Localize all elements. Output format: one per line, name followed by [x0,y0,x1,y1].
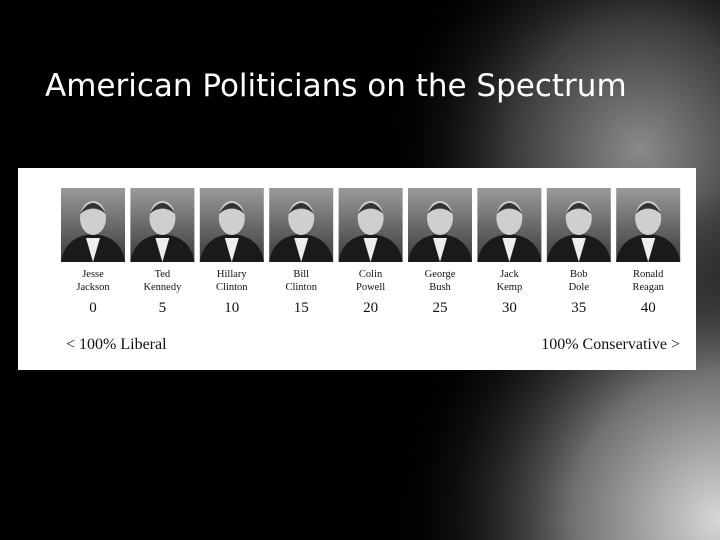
last-name: Clinton [285,282,317,293]
last-name: Reagan [632,282,664,293]
portrait [546,188,611,262]
portrait-collar [641,238,656,262]
score: 5 [159,300,167,316]
portrait [616,188,681,262]
portrait-collar [363,238,378,262]
score: 30 [502,300,517,316]
portrait-hair [357,203,384,214]
portrait-hair [80,203,106,214]
portrait-collar [86,238,100,262]
portrait [130,188,195,262]
conservative-label: 100% Conservative > [541,336,680,353]
score: 35 [571,300,586,316]
score: 20 [363,300,378,316]
portrait [477,188,542,262]
last-name: Clinton [216,282,248,293]
first-name: Bob [570,269,588,280]
portrait [199,188,264,262]
portrait-hair [218,203,245,214]
score: 25 [433,300,448,316]
portrait-collar [294,238,309,262]
last-name: Bush [429,282,451,293]
portrait-hair [427,203,453,214]
portrait [269,188,334,262]
first-name: George [425,269,456,280]
first-name: Ronald [633,269,664,280]
politician-row: Jesse Jackson 0 Ted Kennedy 5 Hillary Clinton 10… [61,188,681,316]
score: 0 [89,300,97,316]
first-name: Ted [155,269,171,280]
score: 10 [224,300,239,316]
portrait-collar [224,238,239,262]
first-name: Colin [359,269,383,280]
first-name: Bill [293,269,309,280]
score: 15 [294,300,309,316]
last-name: Kennedy [143,282,182,293]
first-name: Hillary [217,269,247,280]
portrait [408,188,472,262]
portrait-hair [565,203,592,214]
last-name: Dole [569,282,590,293]
portrait-hair [635,203,662,214]
score: 40 [641,300,656,316]
portrait [61,188,125,262]
first-name: Jack [500,269,519,280]
liberal-label: < 100% Liberal [66,336,167,353]
portrait-hair [496,203,523,214]
slide-title: American Politicians on the Spectrum [45,68,627,104]
portrait-collar [155,238,170,262]
portrait-collar [571,238,586,262]
first-name: Jesse [82,269,104,280]
last-name: Powell [356,282,385,293]
portrait-collar [433,238,447,262]
portrait-collar [502,238,517,262]
last-name: Kemp [497,282,523,293]
portrait [338,188,403,262]
portrait-hair [288,203,315,214]
portrait-hair [149,203,176,214]
last-name: Jackson [76,282,110,293]
